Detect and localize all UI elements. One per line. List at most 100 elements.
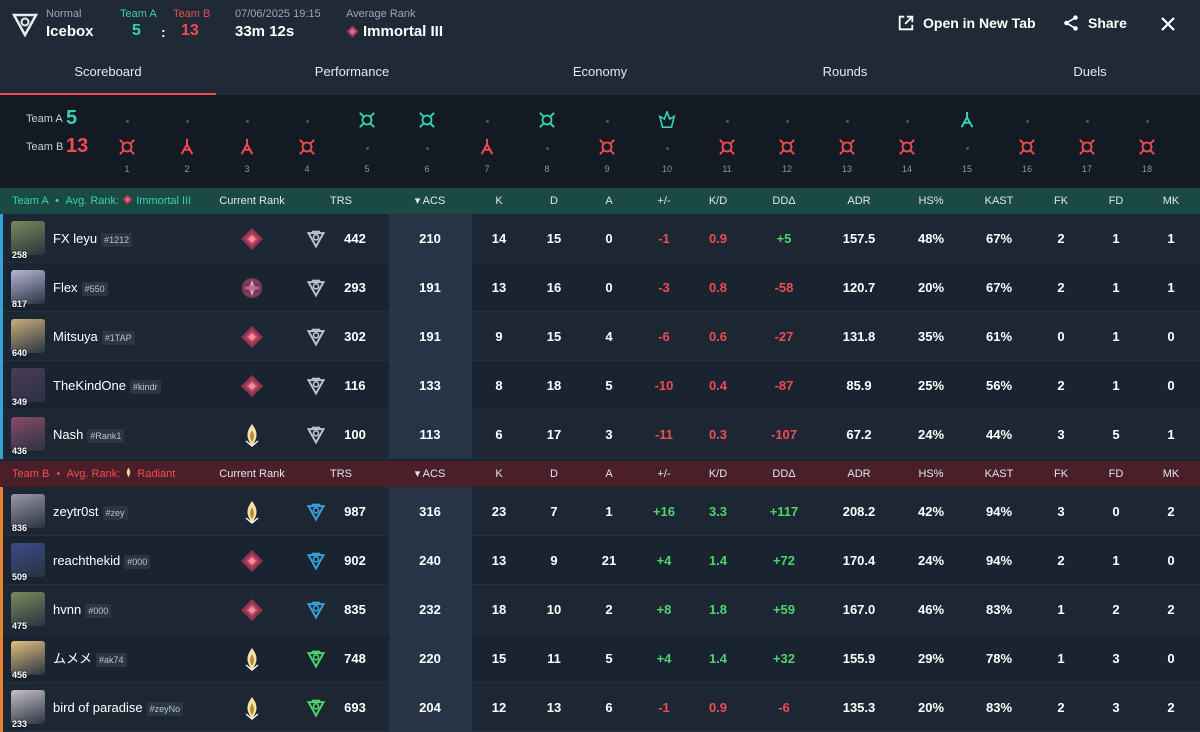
column-header-fk[interactable]: FK bbox=[1053, 468, 1069, 480]
stat-k: 13 bbox=[491, 553, 507, 568]
column-header-fd[interactable]: FD bbox=[1108, 195, 1124, 207]
column-header-kast[interactable]: KAST bbox=[984, 195, 1014, 207]
tab-scoreboard[interactable]: Scoreboard bbox=[0, 48, 216, 95]
column-header-pm[interactable]: +/- bbox=[657, 468, 671, 480]
agent-avatar bbox=[11, 221, 45, 255]
round-number: 14 bbox=[901, 164, 912, 174]
player-row[interactable]: 456 ムメメ #ak74 748 220 15 11 5 +4 1.4 +32 155.9 29% 78… bbox=[0, 634, 1200, 683]
player-name-block[interactable]: reachthekid #000 bbox=[53, 536, 151, 585]
open-new-tab-label: Open in New Tab bbox=[923, 15, 1036, 31]
close-icon[interactable] bbox=[1158, 14, 1178, 34]
column-header-trs[interactable]: TRS bbox=[330, 468, 352, 480]
team-stripe bbox=[0, 214, 3, 263]
round-2-defuse-icon[interactable] bbox=[178, 138, 196, 156]
player-name-block[interactable]: Nash #Rank1 bbox=[53, 410, 125, 459]
tab-performance[interactable]: Performance bbox=[314, 64, 390, 79]
column-header-adr[interactable]: ADR bbox=[847, 195, 871, 207]
share-button[interactable]: Share bbox=[1062, 14, 1127, 32]
round-number: 12 bbox=[781, 164, 792, 174]
column-header-kd[interactable]: K/D bbox=[708, 468, 728, 480]
player-name-block[interactable]: zeytr0st #zey bbox=[53, 487, 128, 536]
column-header-current-rank[interactable]: Current Rank bbox=[219, 195, 285, 207]
round-9-elim-icon[interactable] bbox=[598, 138, 616, 156]
column-header-kd[interactable]: K/D bbox=[708, 195, 728, 207]
round-12-elim-icon[interactable] bbox=[778, 138, 796, 156]
open-new-tab-button[interactable]: Open in New Tab bbox=[897, 14, 1036, 32]
round-13-elim-icon[interactable] bbox=[838, 138, 856, 156]
column-header-trs[interactable]: TRS bbox=[330, 195, 352, 207]
column-header-current-rank[interactable]: Current Rank bbox=[219, 468, 285, 480]
column-header-acs[interactable]: ▾ ACS bbox=[395, 461, 465, 487]
column-header-mk[interactable]: MK bbox=[1162, 195, 1180, 207]
team-a-avg-rank: Immortal III bbox=[136, 195, 192, 207]
stat-a: 21 bbox=[601, 553, 617, 568]
player-name-block[interactable]: bird of paradise #zeyNo bbox=[53, 683, 184, 732]
round-1-elim-icon[interactable] bbox=[118, 138, 136, 156]
column-header-pm[interactable]: +/- bbox=[657, 195, 671, 207]
player-row[interactable]: 475 hvnn #000 835 232 18 10 2 +8 1.8 +59 167.0 46% 83… bbox=[0, 585, 1200, 634]
round-4-elim-icon[interactable] bbox=[298, 138, 316, 156]
player-row[interactable]: 509 reachthekid #000 902 240 13 9 21 +4 1.4 +72 170… bbox=[0, 536, 1200, 585]
app-logo-icon bbox=[12, 13, 38, 37]
player-name: bird of paradise bbox=[53, 700, 143, 715]
round-6-elim-icon[interactable] bbox=[418, 111, 436, 129]
round-16-elim-icon[interactable] bbox=[1018, 138, 1036, 156]
player-tag: #000 bbox=[124, 554, 151, 569]
column-header-adr[interactable]: ADR bbox=[847, 468, 871, 480]
player-row[interactable]: 258 FX leyu #1212 442 210 14 15 0 -1 0.9 +5 157.5 48… bbox=[0, 214, 1200, 263]
acs-highlight bbox=[389, 487, 472, 536]
tab-rounds[interactable]: Rounds bbox=[822, 64, 868, 79]
column-header-a[interactable]: A bbox=[605, 468, 613, 480]
match-header: Normal Icebox Team A 5 : Team B 13 07/06… bbox=[0, 0, 1200, 48]
player-row[interactable]: 233 bird of paradise #zeyNo 693 204 12 13 6 -1 0.… bbox=[0, 683, 1200, 732]
round-5-elim-icon[interactable] bbox=[358, 111, 376, 129]
column-header-d[interactable]: D bbox=[550, 468, 558, 480]
player-name-block[interactable]: Flex #550 bbox=[53, 263, 108, 312]
stat-fd: 2 bbox=[1112, 602, 1120, 617]
player-name-block[interactable]: TheKindOne #kindr bbox=[53, 361, 161, 410]
column-header-kast[interactable]: KAST bbox=[984, 468, 1014, 480]
player-name-block[interactable]: FX leyu #1212 bbox=[53, 214, 133, 263]
round-15-defuse-icon[interactable] bbox=[958, 111, 976, 129]
stat-trs: 302 bbox=[344, 329, 366, 344]
stat-a: 6 bbox=[605, 700, 613, 715]
column-header-acs[interactable]: ▾ ACS bbox=[395, 188, 465, 214]
tab-economy[interactable]: Economy bbox=[572, 64, 628, 79]
round-11-elim-icon[interactable] bbox=[718, 138, 736, 156]
column-header-dda[interactable]: DDΔ bbox=[772, 468, 796, 480]
column-header-fd[interactable]: FD bbox=[1108, 468, 1124, 480]
stat-pm: -11 bbox=[654, 427, 674, 442]
player-name-block[interactable]: Mitsuya #1TAP bbox=[53, 312, 135, 361]
player-row[interactable]: 349 TheKindOne #kindr 116 133 8 18 5 -10 0.4 -87 85… bbox=[0, 361, 1200, 410]
round-14-elim-icon[interactable] bbox=[898, 138, 916, 156]
round-8-elim-icon[interactable] bbox=[538, 111, 556, 129]
column-header-dda[interactable]: DDΔ bbox=[772, 195, 796, 207]
column-header-k[interactable]: K bbox=[495, 468, 503, 480]
round-18-elim-icon[interactable] bbox=[1138, 138, 1156, 156]
round-17-elim-icon[interactable] bbox=[1078, 138, 1096, 156]
column-header-d[interactable]: D bbox=[550, 195, 558, 207]
player-row[interactable]: 817 Flex #550 293 191 13 16 0 -3 0.8 -58 120.7 20% 67… bbox=[0, 263, 1200, 312]
column-header-hs[interactable]: HS% bbox=[918, 468, 944, 480]
stat-fd: 5 bbox=[1112, 427, 1120, 442]
stat-acs: 220 bbox=[419, 651, 441, 666]
round-3-defuse-icon[interactable] bbox=[238, 138, 256, 156]
column-header-mk[interactable]: MK bbox=[1162, 468, 1180, 480]
column-header-a[interactable]: A bbox=[605, 195, 613, 207]
stat-trs: 100 bbox=[344, 427, 366, 442]
player-level: 817 bbox=[12, 299, 28, 309]
stat-fk: 2 bbox=[1057, 231, 1065, 246]
player-row[interactable]: 436 Nash #Rank1 100 113 6 17 3 -11 0.3 -107 67.2 24%… bbox=[0, 410, 1200, 459]
player-row[interactable]: 640 Mitsuya #1TAP 302 191 9 15 4 -6 0.6 -27 131.8 35… bbox=[0, 312, 1200, 361]
player-row[interactable]: 836 zeytr0st #zey 987 316 23 7 1 +16 3.3 +117 208.2… bbox=[0, 487, 1200, 536]
tab-duels[interactable]: Duels bbox=[1073, 64, 1107, 79]
column-header-k[interactable]: K bbox=[495, 195, 503, 207]
player-name-block[interactable]: hvnn #000 bbox=[53, 585, 112, 634]
round-7-defuse-icon[interactable] bbox=[478, 138, 496, 156]
stat-kd: 3.3 bbox=[708, 504, 728, 519]
column-header-hs[interactable]: HS% bbox=[918, 195, 944, 207]
column-header-fk[interactable]: FK bbox=[1053, 195, 1069, 207]
round-10-spike-icon[interactable] bbox=[658, 109, 676, 129]
stat-k: 15 bbox=[491, 651, 507, 666]
player-name-block[interactable]: ムメメ #ak74 bbox=[53, 634, 127, 683]
